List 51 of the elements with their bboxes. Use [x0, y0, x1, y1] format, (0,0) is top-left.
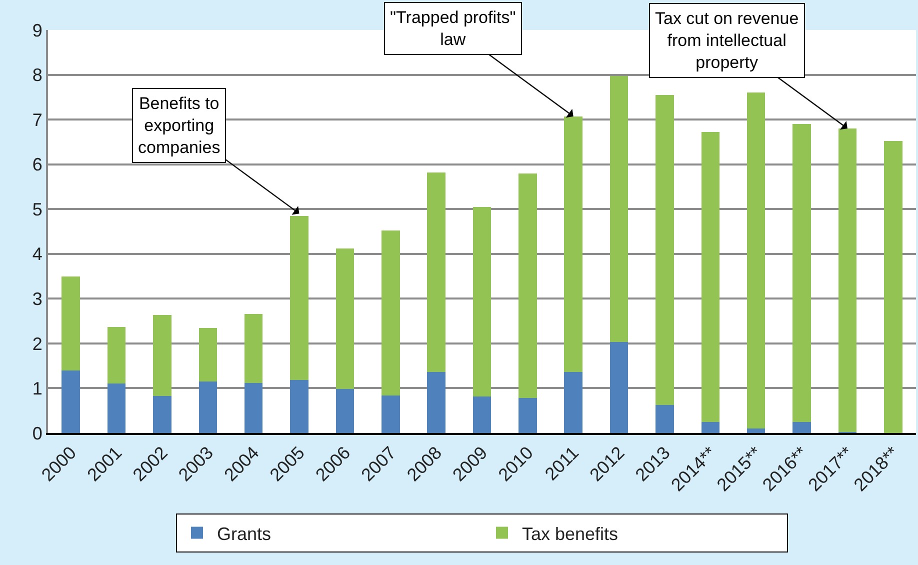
y-tick-label: 3 — [32, 288, 42, 309]
bar — [290, 216, 308, 380]
y-tick-label: 7 — [32, 110, 42, 130]
bar — [62, 370, 80, 433]
bar — [153, 315, 172, 396]
legend-label: Grants — [217, 524, 272, 544]
bar — [610, 342, 628, 433]
bar — [107, 326, 126, 384]
bar — [472, 206, 492, 396]
bar — [564, 116, 583, 372]
y-tick-label: 1 — [32, 378, 42, 399]
bar — [746, 428, 766, 433]
bar — [838, 128, 857, 432]
bar — [701, 132, 720, 422]
y-tick-label: 5 — [32, 199, 42, 220]
bar — [518, 173, 537, 398]
bar — [884, 141, 902, 433]
bar — [427, 372, 446, 433]
bar — [472, 396, 492, 433]
annotation: Benefits to exporting companies — [138, 94, 220, 158]
bar — [656, 405, 674, 433]
bar — [198, 382, 218, 433]
bar — [656, 94, 674, 406]
bar — [153, 396, 172, 433]
y-tick-label: 0 — [32, 423, 42, 444]
bar — [610, 76, 628, 342]
bar — [518, 398, 537, 433]
annotation: Tax cut on revenue from intellectual property — [655, 9, 799, 72]
bar — [427, 172, 446, 372]
bar — [701, 422, 720, 433]
bar — [381, 395, 400, 433]
bar — [746, 92, 766, 429]
bar — [381, 230, 400, 396]
y-tick-label: 6 — [32, 154, 42, 175]
bar — [198, 328, 218, 382]
bar — [290, 380, 308, 433]
bar — [244, 382, 263, 433]
y-tick-label: 8 — [32, 65, 42, 86]
bar — [564, 372, 583, 433]
bar — [244, 314, 263, 383]
bar — [107, 384, 126, 433]
bar — [336, 389, 354, 433]
bar — [792, 124, 811, 422]
legend-label: Tax benefits — [522, 524, 618, 544]
bar — [336, 248, 354, 390]
annotation: "Trapped profits" law — [390, 8, 516, 50]
y-tick-label: 9 — [32, 20, 42, 40]
bar — [62, 276, 80, 370]
y-tick-label: 2 — [32, 334, 42, 354]
bar — [792, 422, 811, 433]
y-tick-label: 4 — [32, 244, 42, 264]
